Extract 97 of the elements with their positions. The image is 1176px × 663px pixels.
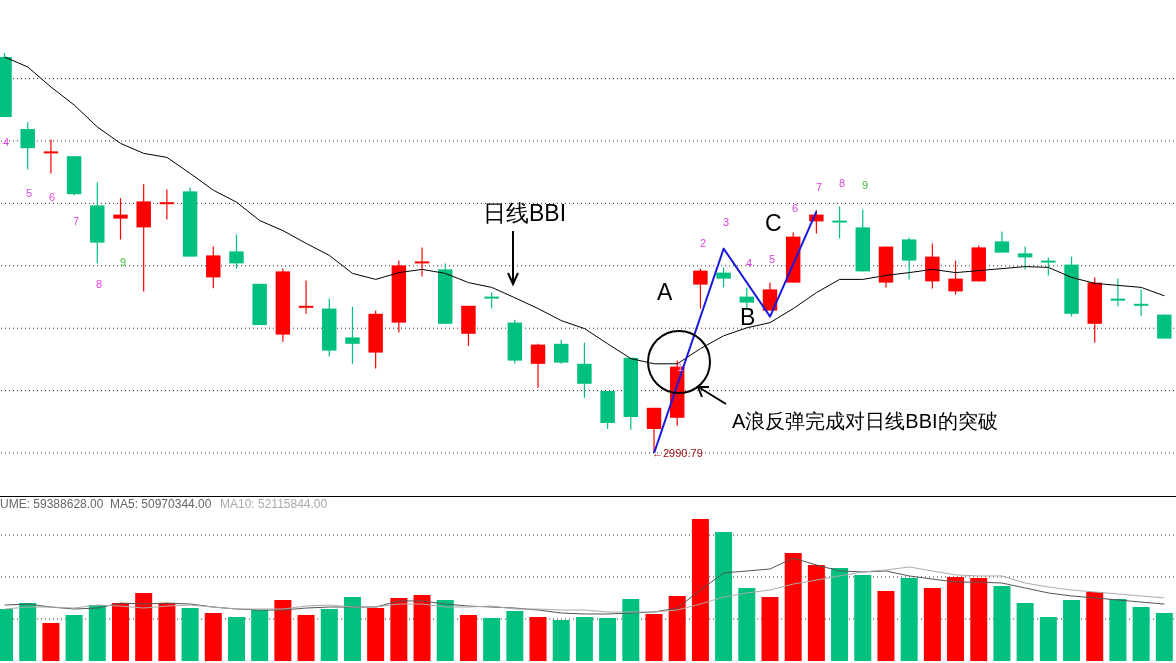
annotation: 日线BBI — [483, 200, 567, 227]
bar — [1039, 616, 1057, 661]
annotation: 5 — [769, 253, 776, 266]
candlestick — [345, 306, 360, 365]
bar — [900, 577, 918, 661]
candlestick — [229, 234, 244, 270]
candlestick — [554, 339, 569, 365]
annotation: 6 — [792, 202, 799, 215]
candlestick — [994, 230, 1010, 254]
annotation: C — [765, 210, 782, 237]
bar — [970, 577, 988, 661]
candlestick — [901, 236, 917, 280]
bar — [65, 614, 83, 661]
bar — [181, 608, 199, 661]
bar — [1086, 591, 1104, 661]
bar — [367, 608, 385, 661]
bar — [691, 519, 709, 661]
candlestick — [298, 280, 314, 315]
annotation: 8 — [839, 177, 846, 190]
bar — [575, 616, 593, 661]
bar — [645, 614, 663, 661]
bar — [135, 592, 153, 661]
candlestick — [762, 282, 778, 312]
bar — [251, 610, 269, 661]
bar — [204, 613, 222, 661]
bar — [784, 552, 802, 661]
bar — [552, 619, 570, 661]
candlestick — [530, 343, 546, 389]
bar — [993, 586, 1011, 661]
bar — [831, 567, 849, 661]
annotation: 9 — [862, 179, 869, 192]
text: MA10: 52115844.00 — [220, 497, 328, 512]
bar — [529, 616, 547, 661]
bar — [761, 596, 779, 661]
candlestick — [206, 246, 221, 289]
bar — [1016, 603, 1034, 661]
annotation: 4 — [746, 257, 753, 270]
bar — [877, 590, 895, 661]
bar — [715, 532, 733, 661]
candlestick — [1017, 246, 1033, 270]
annotation: B — [740, 304, 756, 331]
annotation: 4 — [3, 136, 10, 149]
bar — [158, 603, 176, 661]
annotation: 6 — [49, 191, 56, 204]
bar — [390, 597, 408, 661]
annotation: 1 — [677, 361, 684, 374]
annotation: A — [657, 279, 673, 306]
bar — [947, 576, 965, 661]
annotation: 2 — [700, 237, 707, 250]
bar — [622, 598, 640, 661]
bar — [1132, 607, 1150, 661]
annotation: 5 — [26, 187, 33, 200]
annotation: A浪反弹完成对日线BBI的突破 — [732, 410, 998, 432]
bar — [297, 614, 315, 661]
candlestick — [739, 286, 755, 310]
bar — [923, 588, 941, 661]
text: UME: 59388628.00 — [0, 497, 104, 512]
bar — [599, 617, 617, 661]
candlestick — [43, 138, 59, 174]
candlestick — [577, 342, 592, 399]
candlestick — [20, 121, 35, 170]
annotation: 9 — [120, 256, 127, 269]
bar — [807, 565, 825, 661]
annotation: 7 — [73, 215, 80, 228]
candlestick — [414, 246, 430, 278]
annotation: ←2990.79 — [652, 447, 703, 460]
bar — [88, 605, 106, 661]
bar — [343, 596, 361, 661]
text: MA5: 50970344.00 — [110, 497, 212, 512]
bar — [1109, 598, 1127, 661]
candlestick — [113, 197, 128, 240]
bar — [1063, 599, 1081, 661]
annotation: 7 — [816, 181, 823, 194]
bar — [506, 611, 524, 661]
bar — [19, 603, 37, 661]
candlestick — [1110, 278, 1126, 308]
candlestick — [948, 260, 963, 296]
annotation: 3 — [723, 216, 730, 229]
bar — [738, 588, 756, 661]
annotation: 8 — [96, 278, 103, 291]
candlestick — [1133, 288, 1149, 317]
candlestick — [693, 268, 708, 310]
bar — [436, 599, 454, 661]
bar — [668, 595, 686, 661]
bar — [413, 594, 431, 661]
bar — [42, 622, 60, 661]
candlestick — [159, 188, 175, 220]
bar — [1155, 613, 1173, 661]
candlestick — [716, 266, 731, 288]
bar — [320, 609, 338, 661]
bar — [227, 616, 245, 661]
bar — [274, 599, 292, 661]
bar — [459, 614, 477, 661]
bar — [112, 603, 129, 661]
bar — [483, 617, 501, 661]
bar — [854, 574, 872, 661]
candlestick — [832, 205, 847, 240]
